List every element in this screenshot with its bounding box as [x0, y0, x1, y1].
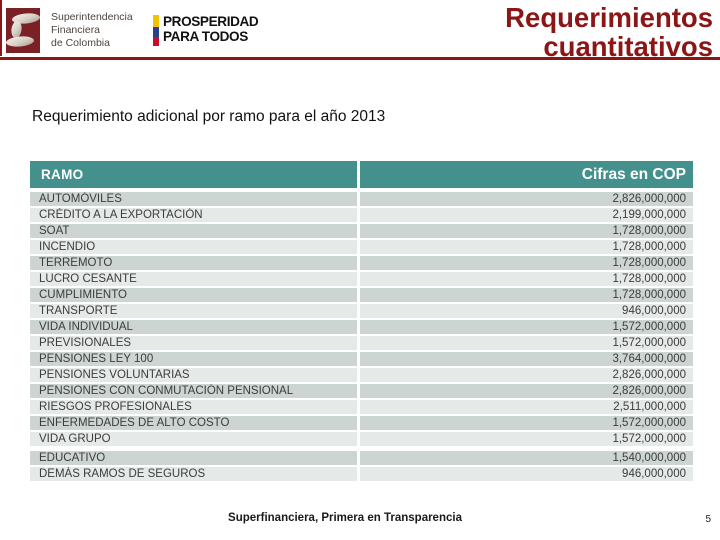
flag-blue-stripe — [153, 27, 159, 37]
sfc-logo-icon — [6, 8, 40, 53]
valor-cell: 2,199,000,000 — [360, 208, 693, 222]
valor-cell: 1,572,000,000 — [360, 416, 693, 430]
valor-cell: 2,511,000,000 — [360, 400, 693, 414]
table-row: PENSIONES LEY 100 3,764,000,000 — [30, 352, 693, 366]
table-row: PENSIONES CON CONMUTACIÓN PENSIONAL 2,826… — [30, 384, 693, 398]
cifras-header-cell: Cifras en COP — [360, 161, 693, 188]
table-body: AUTOMÓVILES 2,826,000,000 CRÉDITO A LA EXP… — [30, 192, 693, 481]
org-name-line: Financiera — [51, 24, 101, 36]
table-row: RIESGOS PROFESIONALES 2,511,000,000 — [30, 400, 693, 414]
table-row: EDUCATIVO 1,540,000,000 — [30, 451, 693, 465]
ramo-cell: PENSIONES LEY 100 — [30, 352, 357, 366]
ramo-cell: RIESGOS PROFESIONALES — [30, 400, 357, 414]
ramo-cell: AUTOMÓVILES — [30, 192, 357, 206]
prosperidad-logo: PROSPERIDAD PARA TODOS — [153, 14, 261, 46]
ramo-cell: ENFERMEDADES DE ALTO COSTO — [30, 416, 357, 430]
valor-cell: 2,826,000,000 — [360, 368, 693, 382]
valor-cell: 1,540,000,000 — [360, 451, 693, 465]
ramo-cell: CRÉDITO A LA EXPORTACIÓN — [30, 208, 357, 222]
table-row: VIDA GRUPO 1,572,000,000 — [30, 432, 693, 446]
ramo-cell: PENSIONES VOLUNTARIAS — [30, 368, 357, 382]
ramo-cell: DEMÁS RAMOS DE SEGUROS — [30, 467, 357, 481]
valor-cell: 1,728,000,000 — [360, 224, 693, 238]
org-name-line: Superintendencia — [51, 11, 133, 23]
table-row: CRÉDITO A LA EXPORTACIÓN 2,199,000,000 — [30, 208, 693, 222]
table-header-row: RAMO Cifras en COP — [30, 161, 693, 188]
page-title-line2: cuantitativos — [543, 31, 713, 62]
left-edge-line — [0, 0, 2, 56]
ramo-cell: PREVISIONALES — [30, 336, 357, 350]
valor-cell: 1,572,000,000 — [360, 336, 693, 350]
table-row: PENSIONES VOLUNTARIAS 2,826,000,000 — [30, 368, 693, 382]
requirements-table: RAMO Cifras en COP AUTOMÓVILES 2,826,000,… — [30, 161, 693, 483]
table-row: CUMPLIMIENTO 1,728,000,000 — [30, 288, 693, 302]
ramo-cell: PENSIONES CON CONMUTACIÓN PENSIONAL — [30, 384, 357, 398]
table-row: TERREMOTO 1,728,000,000 — [30, 256, 693, 270]
valor-cell: 3,764,000,000 — [360, 352, 693, 366]
valor-cell: 946,000,000 — [360, 467, 693, 481]
footer-text: Superfinanciera, Primera en Transparenci… — [228, 512, 462, 524]
valor-cell: 1,728,000,000 — [360, 272, 693, 286]
valor-cell: 2,826,000,000 — [360, 384, 693, 398]
valor-cell: 1,728,000,000 — [360, 288, 693, 302]
ramo-cell: TERREMOTO — [30, 256, 357, 270]
table-row: DEMÁS RAMOS DE SEGUROS 946,000,000 — [30, 467, 693, 481]
ramo-cell: LUCRO CESANTE — [30, 272, 357, 286]
ramo-cell: SOAT — [30, 224, 357, 238]
table-row: SOAT 1,728,000,000 — [30, 224, 693, 238]
prosperidad-line2: PARA TODOS — [163, 28, 248, 44]
valor-cell: 1,728,000,000 — [360, 256, 693, 270]
prosperidad-text: PROSPERIDAD PARA TODOS — [163, 13, 259, 44]
ramo-cell: VIDA GRUPO — [30, 432, 357, 446]
table-row: TRANSPORTE 946,000,000 — [30, 304, 693, 318]
page-title: Requerimientos cuantitativos — [505, 3, 713, 61]
sfc-s-glyph-icon — [6, 13, 40, 47]
ramo-cell: CUMPLIMIENTO — [30, 288, 357, 302]
page-title-line1: Requerimientos — [505, 2, 713, 33]
table-row: VIDA INDIVIDUAL 1,572,000,000 — [30, 320, 693, 334]
prosperidad-line1: PROSPERIDAD — [163, 13, 259, 29]
colombia-flag-icon — [153, 15, 159, 46]
flag-red-stripe — [153, 36, 159, 46]
slide-subtitle: Requerimiento adicional por ramo para el… — [32, 108, 386, 125]
org-name-line: de Colombia — [51, 37, 110, 49]
ramo-header-cell: RAMO — [30, 161, 357, 188]
valor-cell: 946,000,000 — [360, 304, 693, 318]
ramo-cell: EDUCATIVO — [30, 451, 357, 465]
flag-yellow-stripe — [153, 15, 159, 28]
header-divider-line — [0, 57, 720, 60]
table-row: INCENDIO 1,728,000,000 — [30, 240, 693, 254]
org-name: Superintendencia Financiera de Colombia — [51, 11, 133, 50]
ramo-cell: INCENDIO — [30, 240, 357, 254]
valor-cell: 1,572,000,000 — [360, 432, 693, 446]
table-row: ENFERMEDADES DE ALTO COSTO 1,572,000,000 — [30, 416, 693, 430]
table-row: AUTOMÓVILES 2,826,000,000 — [30, 192, 693, 206]
valor-cell: 1,572,000,000 — [360, 320, 693, 334]
valor-cell: 2,826,000,000 — [360, 192, 693, 206]
page-number: 5 — [705, 514, 711, 525]
ramo-cell: TRANSPORTE — [30, 304, 357, 318]
table-row: PREVISIONALES 1,572,000,000 — [30, 336, 693, 350]
ramo-cell: VIDA INDIVIDUAL — [30, 320, 357, 334]
valor-cell: 1,728,000,000 — [360, 240, 693, 254]
table-row: LUCRO CESANTE 1,728,000,000 — [30, 272, 693, 286]
